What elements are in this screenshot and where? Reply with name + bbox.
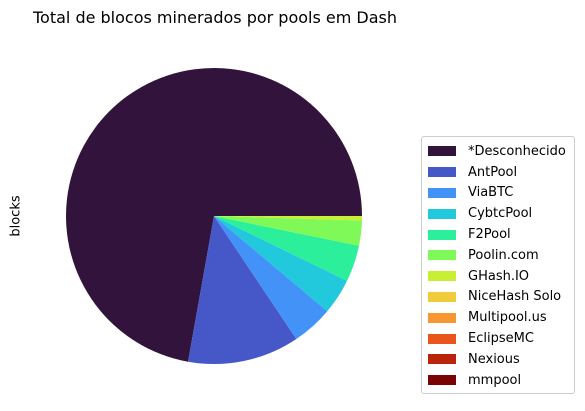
legend-item: GHash.IO <box>428 266 568 287</box>
legend-item: CybtcPool <box>428 203 568 224</box>
legend-label: EclipseMC <box>468 331 534 347</box>
legend-swatch <box>428 333 456 344</box>
legend-swatch <box>428 250 456 261</box>
pie-slice-ghash-io <box>214 216 362 221</box>
pie-slice-cybtcpool <box>214 216 348 312</box>
legend-item: EclipseMC <box>428 328 568 349</box>
legend-label: *Desconhecido <box>468 143 566 159</box>
pie-slice-poolin-com <box>214 216 362 246</box>
legend-swatch <box>428 229 456 240</box>
legend-item: AntPool <box>428 162 568 183</box>
legend-label: AntPool <box>468 164 518 180</box>
legend-swatch <box>428 271 456 282</box>
legend-item: Multipool.us <box>428 307 568 328</box>
legend-label: GHash.IO <box>468 268 530 284</box>
legend-item: F2Pool <box>428 224 568 245</box>
pie-slice-viabtc <box>214 216 328 339</box>
legend-swatch <box>428 208 456 219</box>
legend-label: Multipool.us <box>468 310 547 326</box>
pie-slice-f2pool <box>214 216 359 281</box>
pie-slice-desconhecido <box>65 68 362 362</box>
legend-swatch <box>428 291 456 302</box>
chart-title: Total de blocos minerados por pools em D… <box>32 8 398 27</box>
legend-label: ViaBTC <box>468 185 514 201</box>
legend-item: ViaBTC <box>428 183 568 204</box>
legend-label: mmpool <box>468 372 522 388</box>
legend-swatch <box>428 146 456 157</box>
legend-label: F2Pool <box>468 227 511 243</box>
legend-item: Nexious <box>428 349 568 370</box>
legend-label: Poolin.com <box>468 247 539 263</box>
legend-label: NiceHash Solo <box>468 289 562 305</box>
legend-item: *Desconhecido <box>428 141 568 162</box>
pie-slice-antpool <box>188 216 297 365</box>
legend-swatch <box>428 167 456 178</box>
legend-swatch <box>428 375 456 386</box>
legend-swatch <box>428 312 456 323</box>
legend-label: CybtcPool <box>468 206 533 222</box>
legend: *Desconhecido AntPool ViaBTC CybtcPool F2Poo… <box>421 136 575 394</box>
legend-item: NiceHash Solo <box>428 287 568 308</box>
legend-label: Nexious <box>468 351 520 367</box>
legend-swatch <box>428 354 456 365</box>
legend-swatch <box>428 187 456 198</box>
legend-item: mmpool <box>428 370 568 391</box>
legend-item: Poolin.com <box>428 245 568 266</box>
